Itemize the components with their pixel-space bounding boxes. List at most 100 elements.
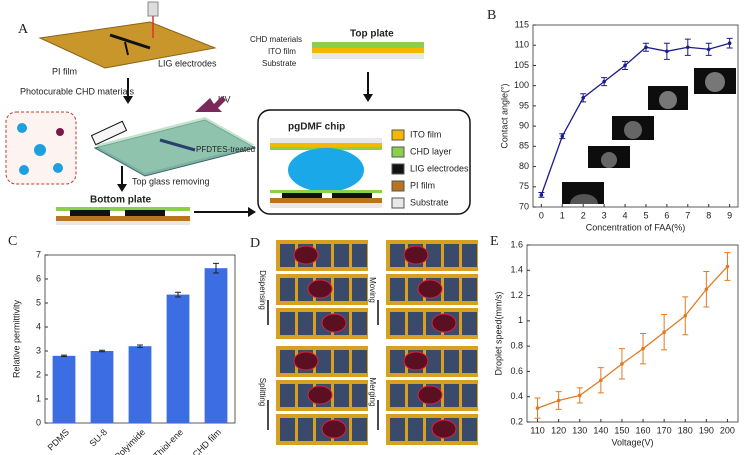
- data-point: [602, 79, 606, 84]
- y-axis-label: Droplet speed(mm/s): [493, 291, 503, 375]
- electrode: [352, 350, 367, 373]
- bar: [128, 346, 152, 423]
- electrode: [462, 350, 477, 373]
- electrode: [462, 312, 477, 335]
- y-tick-label: 95: [519, 100, 529, 110]
- x-tick-label: 150: [614, 425, 629, 435]
- electrode: [352, 312, 367, 335]
- electrode: [408, 278, 423, 301]
- data-point: [539, 193, 544, 197]
- y-tick-label: 90: [519, 120, 529, 130]
- error-bar: [61, 354, 67, 358]
- x-tick-label: PDMS: [46, 427, 71, 452]
- electrode: [334, 244, 349, 267]
- y-tick-label: 3: [36, 345, 41, 355]
- chip-title: pgDMF chip: [288, 122, 345, 133]
- x-tick-label: 9: [727, 210, 732, 220]
- data-point: [556, 398, 561, 403]
- droplet: [321, 313, 347, 333]
- droplet: [417, 385, 443, 405]
- data-point: [683, 314, 688, 318]
- layer-label: Substrate: [262, 59, 297, 68]
- plot-frame: [526, 244, 739, 423]
- arrow-head: [248, 207, 256, 217]
- droplet: [293, 351, 319, 371]
- y-tick-label: 1.2: [510, 290, 523, 300]
- data-point: [599, 378, 603, 383]
- top-plate-title: Top plate: [350, 29, 394, 40]
- pipette: [90, 120, 128, 146]
- electrode: [334, 278, 349, 301]
- electrode: [352, 418, 367, 441]
- panel-label: E: [490, 234, 499, 249]
- electrode: [334, 350, 349, 373]
- photo-grid: [276, 240, 478, 445]
- x-tick-label: CHD film: [191, 427, 224, 455]
- y-tick-label: 80: [519, 161, 529, 171]
- molecule: [19, 165, 29, 175]
- x-tick-label: 180: [678, 425, 693, 435]
- x-tick-label: 200: [720, 425, 735, 435]
- electrode: [444, 244, 459, 267]
- electrode: [334, 384, 349, 407]
- legend-swatch: [391, 163, 405, 175]
- data-point: [665, 49, 669, 54]
- data-point: [560, 134, 565, 139]
- pi-film-label: PI film: [52, 66, 77, 76]
- y-tick-label: 1: [518, 315, 523, 325]
- layer-label: CHD materials: [250, 35, 302, 44]
- x-tick-label: 140: [593, 425, 608, 435]
- molecule: [34, 144, 46, 156]
- electrode: [280, 312, 295, 335]
- electrode: [444, 278, 459, 301]
- y-tick-label: 0.2: [510, 416, 523, 426]
- legend-swatch: [391, 197, 405, 209]
- electrode: [352, 384, 367, 407]
- droplet: [403, 245, 429, 265]
- droplet: [307, 385, 333, 405]
- x-tick-label: Polyimide: [112, 427, 147, 455]
- y-axis-label: Relative permittivity: [11, 299, 21, 378]
- data-point: [725, 264, 730, 269]
- droplet: [307, 279, 333, 299]
- panel-label: B: [487, 8, 496, 23]
- x-tick-label: 3: [602, 210, 607, 220]
- step-label: Moving: [368, 277, 377, 303]
- electrode: [390, 244, 405, 267]
- y-tick-label: 6: [36, 273, 41, 283]
- bottom-plate-title: Bottom plate: [90, 195, 152, 206]
- bar: [52, 355, 76, 423]
- electrode: [390, 278, 405, 301]
- y-tick-label: 0.6: [510, 366, 523, 376]
- x-tick-label: 2: [581, 210, 586, 220]
- arrow-head: [363, 94, 373, 102]
- electrode: [462, 418, 477, 441]
- y-tick-label: 105: [514, 60, 529, 70]
- legend-label: Substrate: [410, 197, 449, 207]
- electrode: [390, 312, 405, 335]
- droplet: [403, 351, 429, 371]
- electrode: [426, 350, 441, 373]
- y-tick-label: 75: [519, 181, 529, 191]
- step-label: Merging: [368, 378, 377, 407]
- data-point: [727, 41, 732, 45]
- x-tick-label: 1: [560, 210, 565, 220]
- electrode: [390, 384, 405, 407]
- data-point: [581, 96, 586, 100]
- x-tick-label: 5: [643, 210, 648, 220]
- x-tick-label: 130: [572, 425, 587, 435]
- y-tick-label: 1.4: [510, 265, 523, 275]
- x-tick-label: 4: [623, 210, 628, 220]
- y-tick-label: 0.8: [510, 341, 523, 351]
- electrode: [462, 384, 477, 407]
- electrode: [352, 244, 367, 267]
- electrode: [408, 312, 423, 335]
- error-bar: [175, 291, 181, 298]
- droplet: [431, 313, 457, 333]
- electrode: [390, 350, 405, 373]
- electrode: [408, 418, 423, 441]
- data-point: [685, 45, 690, 50]
- x-tick-label: SU-8: [88, 427, 110, 449]
- electrode: [352, 278, 367, 301]
- electrode: [408, 384, 423, 407]
